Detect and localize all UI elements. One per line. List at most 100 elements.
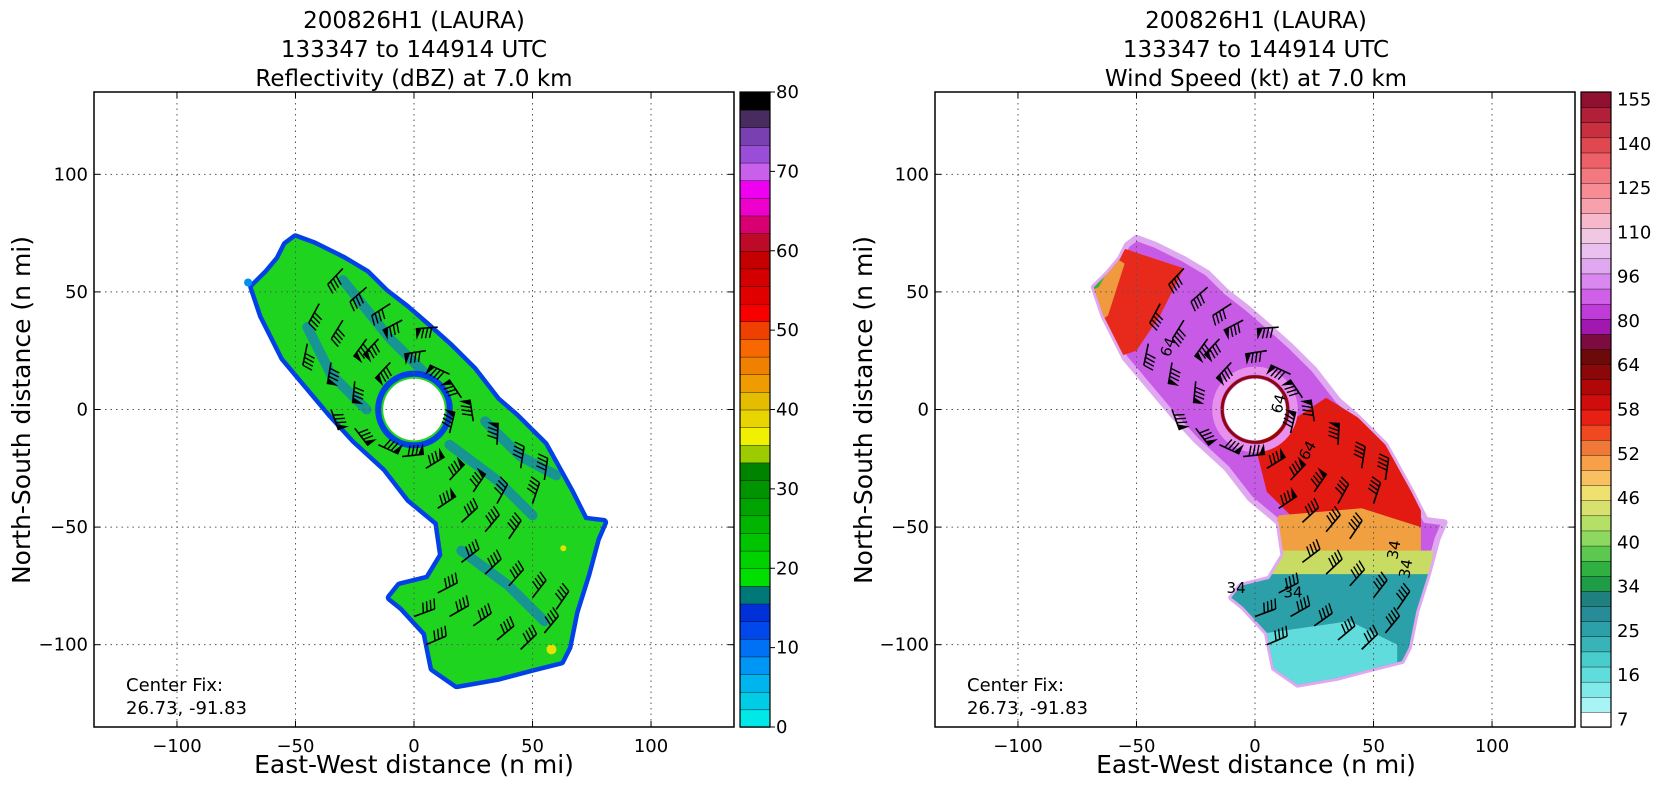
colorbar-tick-label: 70 [776, 161, 799, 182]
colorbar-segment [1580, 348, 1612, 365]
colorbar-tick-label: 10 [776, 638, 799, 659]
colorbar-segment [739, 709, 771, 728]
center-fix-value: 26.73, -91.83 [126, 698, 247, 719]
colorbar-segment [739, 550, 771, 569]
y-tick-label: 50 [906, 282, 929, 303]
wind-barb [402, 443, 425, 458]
wind-barb [362, 338, 381, 363]
wind-barb [1325, 549, 1343, 575]
colorbar-tick-label: 30 [776, 479, 799, 500]
colorbar-segment [739, 620, 771, 640]
wind-speed-panel: 200826H1 (LAURA) 133347 to 144914 UTC Wi… [849, 8, 1651, 779]
wind-barb [415, 326, 438, 340]
colorbar-segment [739, 391, 771, 411]
colorbar: 7 16 25 34 40 46 52 58 64 80 96 110 125 140 155 [1580, 90, 1651, 730]
x-tick-label: −50 [276, 736, 314, 757]
colorbar-segment [1580, 273, 1612, 290]
colorbar-segment [739, 462, 771, 481]
colorbar-tick-label: 25 [1617, 621, 1640, 642]
colorbar-segment [1580, 258, 1612, 275]
colorbar-segment [1580, 666, 1612, 683]
wind-barb [351, 381, 365, 405]
contour-label: 34 [1283, 584, 1302, 602]
panel-title-line1: 200826H1 (LAURA) [303, 8, 525, 34]
wind-barb [508, 560, 525, 587]
colorbar-segment [739, 409, 771, 428]
colorbar-tick-label: 140 [1617, 134, 1651, 155]
axis-ticks: −100 −50 0 50 100 −100 −50 0 50 100 [880, 92, 1575, 757]
colorbar-tick-label: 40 [1617, 532, 1640, 553]
wind-barb [1310, 467, 1328, 493]
wind-barb [1215, 361, 1233, 387]
colorbar-segment [739, 497, 771, 517]
y-tick-label: −50 [50, 517, 88, 538]
colorbar-segment [1580, 182, 1612, 199]
colorbar-segment [739, 162, 771, 181]
wind-barb [1337, 616, 1356, 641]
colorbar-segment [739, 568, 771, 587]
colorbar-segment [1580, 167, 1612, 184]
wind-barb [302, 343, 315, 371]
wind-barb [308, 303, 323, 331]
colorbar-segment [1580, 439, 1612, 456]
contour-label: 34 [1383, 539, 1404, 561]
wind-barb [1278, 486, 1298, 509]
colorbar-tick-label: 125 [1617, 178, 1651, 199]
panel-title-line2: 133347 to 144914 UTC [281, 37, 547, 63]
colorbar-tick-label: 16 [1617, 665, 1640, 686]
colorbar-segment [1580, 122, 1612, 139]
colorbar-segment [1580, 681, 1612, 698]
colorbar-segment [1580, 620, 1612, 637]
y-axis-label: North-South distance (n mi) [7, 236, 36, 584]
colorbar-segment [739, 515, 771, 534]
colorbar-tick-label: 46 [1617, 488, 1640, 509]
colorbar-segment [739, 673, 771, 693]
colorbar-segment [739, 603, 771, 622]
colorbar-segment [1580, 152, 1612, 169]
wind-barb [507, 512, 522, 540]
wind-barb [1282, 409, 1297, 434]
axis-ticks: −100 −50 0 50 100 −100 −50 0 50 100 [39, 92, 734, 757]
wind-barb [403, 349, 426, 365]
low-echo-band [444, 439, 538, 521]
contour-label: 34 [1395, 558, 1416, 580]
wind-barb [469, 467, 487, 493]
wind-barb [472, 603, 492, 627]
colorbar-segment [1580, 303, 1612, 320]
panel-title-line2: 133347 to 144914 UTC [1123, 37, 1389, 63]
colorbar-segment [1580, 711, 1612, 728]
colorbar-segment [1580, 242, 1612, 260]
colorbar-tick-label: 96 [1617, 267, 1640, 288]
colorbar-tick-label: 58 [1617, 400, 1640, 421]
colorbar-segment [1580, 288, 1612, 305]
colorbar-tick-label: 110 [1617, 222, 1651, 243]
wind-barb [1168, 267, 1185, 294]
colorbar-segment [1580, 484, 1612, 501]
colorbar-segment [1580, 227, 1612, 244]
colorbar-segment [1580, 424, 1612, 441]
colorbar-segment [739, 426, 771, 446]
x-axis-label: East-West distance (n mi) [1096, 750, 1416, 779]
colorbar-segment [1580, 636, 1612, 653]
wind-barb [460, 497, 479, 523]
colorbar-segment [1580, 137, 1612, 154]
wind-barb [349, 286, 368, 312]
y-tick-label: −100 [39, 635, 88, 656]
wind-barb [1190, 286, 1209, 312]
colorbar-segment [1580, 560, 1612, 577]
wind-barb [484, 505, 500, 533]
panel-title-line3: Reflectivity (dBZ) at 7.0 km [255, 66, 572, 92]
wind-barb [1290, 595, 1311, 618]
wind-barb [536, 453, 549, 481]
wind-barb [1171, 409, 1190, 431]
wind-barb [512, 441, 525, 469]
panel-title-line1: 200826H1 (LAURA) [1145, 8, 1367, 34]
wind-barb [374, 361, 392, 387]
colorbar-segment [1580, 530, 1612, 547]
colorbar-tick-label: 50 [776, 320, 799, 341]
wind-barb [413, 598, 436, 618]
x-tick-label: 0 [1249, 736, 1260, 757]
y-tick-label: −50 [891, 517, 929, 538]
wind-barb [1372, 571, 1388, 599]
wind-barb [330, 409, 349, 431]
